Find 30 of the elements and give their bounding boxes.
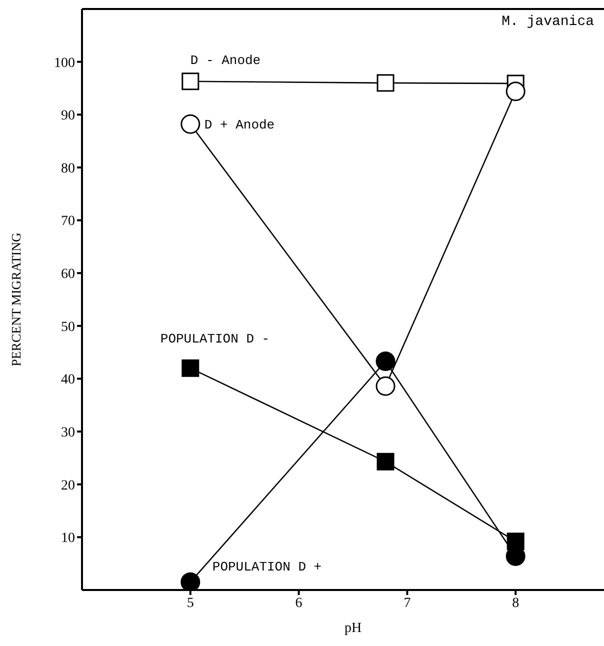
point [182,72,200,90]
point [182,359,200,377]
y-tick-label: 20 [61,478,75,494]
y-tick-label: 50 [61,320,75,335]
point [376,376,396,396]
series-label: D + Anode [204,118,275,133]
annotation: M. javanica [502,14,594,30]
series-label: POPULATION D + [212,560,322,575]
point [180,114,200,134]
y-tick-label: 80 [61,161,75,176]
point [506,82,526,102]
y-tick-label: 10 [61,531,75,546]
point [376,352,396,372]
x-tick-label: 6 [295,596,302,611]
y-tick-label: 90 [61,108,75,124]
y-tick-label: 40 [61,372,75,388]
y-axis-title: PERCENT MIGRATING [8,232,24,366]
x-tick-label: 8 [512,596,520,611]
x-tick-label: 7 [404,596,411,611]
series-label: POPULATION D - [160,332,270,347]
y-tick-label: 30 [61,426,75,441]
series-label: D - Anode [190,52,261,68]
y-tick-label: 100 [54,56,75,71]
point [180,572,200,590]
x-tick-label: 5 [186,596,194,611]
point [376,452,394,470]
y-tick-label: 60 [61,267,75,282]
point [376,74,394,92]
x-axis-title: pH [344,621,362,636]
y-tick-label: 70 [61,214,75,230]
